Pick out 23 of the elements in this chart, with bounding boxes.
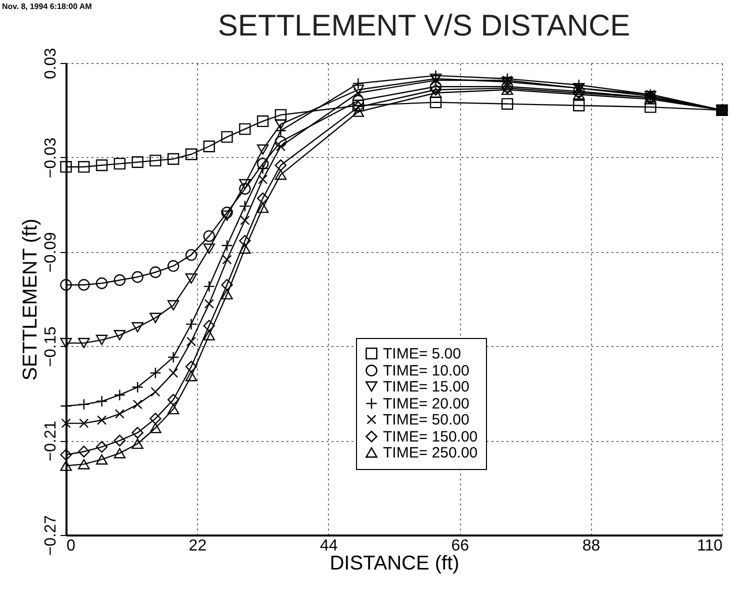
y-tick-label: −0.03 bbox=[42, 138, 60, 178]
y-tick-label: 0.03 bbox=[42, 48, 60, 80]
legend-label: TIME= 5.00 bbox=[383, 346, 461, 362]
y-tick-label: −0.27 bbox=[42, 515, 60, 556]
x-tick-label: 44 bbox=[320, 538, 338, 554]
legend-label: TIME= 250.00 bbox=[383, 444, 478, 462]
y-axis-title: SETTLEMENT (ft) bbox=[20, 218, 42, 380]
x-axis-title: DISTANCE (ft) bbox=[330, 552, 460, 574]
x-tick-label: 0 bbox=[66, 538, 76, 554]
legend-label: TIME= 15.00 bbox=[383, 378, 470, 396]
y-tick-label: −0.15 bbox=[42, 326, 60, 367]
x-tick-label: 110 bbox=[696, 538, 723, 554]
y-tick-label: −0.09 bbox=[42, 232, 60, 273]
x-tick-label: 66 bbox=[451, 538, 470, 554]
x-tick-label: 22 bbox=[188, 538, 207, 554]
legend-label: TIME= 50.00 bbox=[383, 412, 470, 428]
text: Nov. 8, 1994 6:18:00 AM bbox=[2, 2, 92, 11]
legend-label: TIME= 10.00 bbox=[383, 362, 470, 380]
legend-label: TIME= 150.00 bbox=[383, 428, 478, 446]
legend-label: TIME= 20.00 bbox=[383, 396, 470, 412]
x-tick-label: 88 bbox=[582, 538, 600, 554]
chart-title: SETTLEMENT V/S DISTANCE bbox=[218, 9, 630, 42]
y-tick-label: −0.21 bbox=[42, 420, 60, 462]
